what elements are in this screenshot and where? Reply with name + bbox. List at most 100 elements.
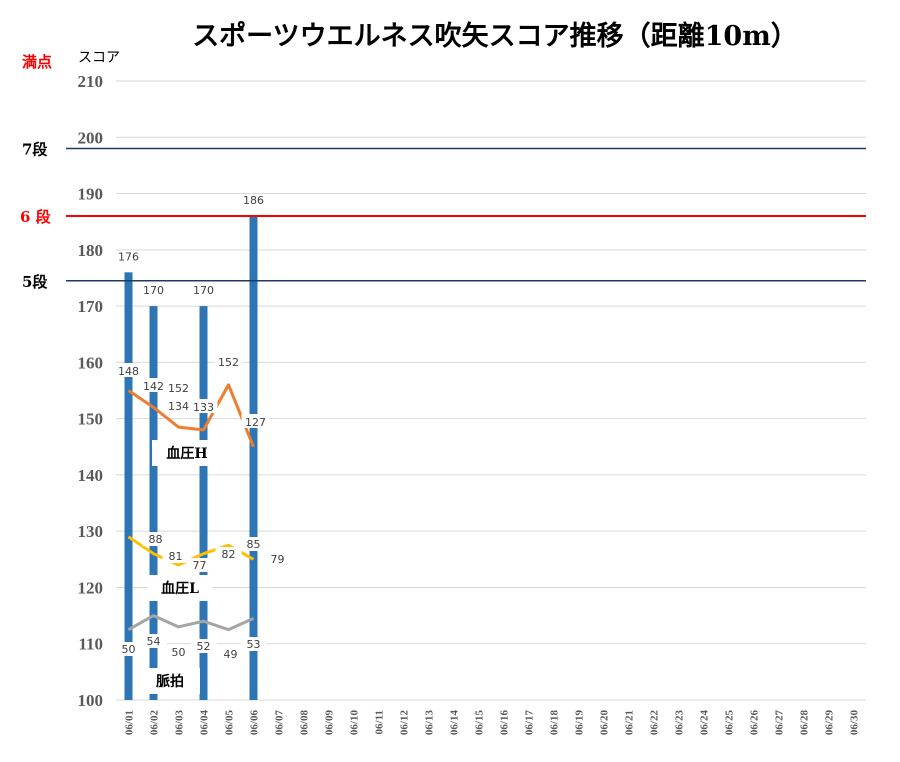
- y-tick-label: 150: [78, 410, 104, 429]
- label-bg: [165, 645, 192, 659]
- x-tick-label: 06/07: [274, 710, 286, 736]
- x-tick-label: 06/29: [824, 710, 836, 736]
- score-bar: [199, 306, 208, 700]
- label-bg: [214, 354, 243, 368]
- y-tick-label: 210: [78, 72, 104, 91]
- y-tick-label: 120: [78, 578, 104, 597]
- bp-low-data-label: 77: [193, 559, 207, 572]
- label-bg: [241, 414, 270, 428]
- bp-high-data-label: 127: [245, 416, 266, 429]
- label-bg: [162, 549, 189, 563]
- y-tick-label: 180: [78, 241, 104, 260]
- x-axis-ticks: 06/01 06/02 06/03 06/04 06/05 06/06 06/07 06/08…: [124, 710, 861, 736]
- x-tick-label: 06/16: [499, 710, 511, 736]
- reference-line-label: 5段: [22, 273, 47, 291]
- y-tick-label: 190: [78, 185, 104, 204]
- label-bg: [164, 380, 193, 394]
- label-bg: [240, 637, 267, 651]
- label-bg: [189, 399, 218, 413]
- x-tick-label: 06/13: [424, 710, 436, 736]
- label-bg: [114, 363, 143, 377]
- x-tick-label: 06/01: [124, 710, 136, 735]
- x-tick-label: 06/10: [349, 710, 361, 736]
- pulse-data-label: 49: [224, 648, 238, 661]
- x-tick-label: 06/08: [299, 710, 311, 736]
- y-tick-label: 170: [78, 297, 104, 316]
- bar-series: [124, 216, 258, 700]
- bar-data-label: 186: [243, 194, 264, 207]
- data-labels: 176 170 170 186 148 142 152 133 152 127 134 88 81 77 8…: [114, 194, 291, 694]
- x-tick-label: 06/25: [724, 710, 736, 736]
- bp-high-data-label: 142: [143, 380, 164, 393]
- score-bar: [149, 306, 158, 700]
- pulse-data-label: 54: [147, 635, 161, 648]
- y-axis-ticks: 100 110 120 130 140 150 160 170 180 190 200 210: [78, 72, 104, 710]
- bp-low-data-label: 81: [169, 550, 183, 563]
- line-血圧H: [127, 383, 255, 448]
- y-tick-label: 160: [78, 353, 104, 372]
- label-bg: [139, 378, 168, 392]
- x-tick-label: 06/20: [599, 710, 611, 736]
- x-tick-label: 06/19: [574, 710, 586, 736]
- y-tick-label: 100: [78, 691, 104, 710]
- x-tick-label: 06/17: [524, 710, 536, 736]
- bp-low-data-label: 82: [222, 548, 236, 561]
- series-name-label: 血圧H: [166, 445, 207, 462]
- pulse-data-label: 50: [172, 646, 186, 659]
- x-tick-label: 06/09: [324, 710, 336, 736]
- x-tick-label: 06/23: [674, 710, 686, 736]
- label-bg: [240, 537, 267, 551]
- chart-title: スポーツウエルネス吹矢スコア推移（距離10m）: [192, 20, 798, 52]
- label-bg: [140, 634, 167, 648]
- score-bar: [249, 216, 258, 700]
- label-bg: [217, 647, 244, 661]
- series-name-label: 血圧L: [161, 580, 199, 597]
- label-bg: [215, 547, 242, 561]
- pulse-data-label: 53: [247, 638, 261, 651]
- line-脈拍: [127, 614, 255, 632]
- bar-data-label: 170: [143, 284, 164, 297]
- max-score-label: 満点: [22, 53, 52, 71]
- label-bg: [264, 552, 291, 566]
- reference-line-label: 7段: [22, 141, 47, 159]
- pulse-data-label: 52: [197, 640, 211, 653]
- y-tick-label: 200: [78, 128, 104, 147]
- label-bg: [190, 639, 217, 653]
- pulse-data-label: 50: [122, 643, 136, 656]
- series-name-label: 脈拍: [156, 673, 184, 690]
- y-tick-label: 140: [78, 466, 104, 485]
- label-bg: [142, 532, 169, 546]
- x-tick-label: 06/02: [149, 710, 161, 736]
- y-tick-label: 130: [78, 522, 104, 541]
- label-bg: [164, 398, 193, 412]
- bp-high-data-label: 134: [168, 400, 189, 413]
- y-tick-label: 110: [78, 635, 103, 654]
- bp-high-data-label: 152: [168, 382, 189, 395]
- series-label-box: [140, 668, 200, 694]
- x-tick-label: 06/26: [749, 710, 761, 736]
- bp-high-data-label: 152: [218, 356, 239, 369]
- x-tick-label: 06/18: [549, 710, 561, 736]
- bar-data-label: 170: [193, 284, 214, 297]
- x-tick-label: 06/30: [849, 710, 861, 736]
- x-tick-label: 06/03: [174, 710, 186, 736]
- x-tick-label: 06/22: [649, 710, 661, 736]
- label-bg: [115, 642, 142, 656]
- reference-line-label: 6 段: [20, 208, 51, 226]
- x-tick-label: 06/27: [774, 710, 786, 736]
- x-tick-label: 06/21: [624, 710, 636, 735]
- series-label-box: [148, 575, 212, 601]
- x-tick-label: 06/14: [449, 710, 461, 736]
- x-tick-label: 06/15: [474, 710, 486, 736]
- x-tick-label: 06/06: [249, 710, 261, 736]
- x-tick-label: 06/12: [399, 710, 411, 736]
- bp-high-data-label: 148: [118, 365, 139, 378]
- x-tick-label: 06/11: [374, 710, 386, 734]
- bar-data-label: 176: [118, 250, 139, 263]
- x-tick-label: 06/24: [699, 710, 711, 736]
- bp-low-data-label: 88: [149, 533, 163, 546]
- reference-lines: 7段 6 段 5段: [20, 141, 866, 291]
- bp-low-data-label: 79: [271, 553, 285, 566]
- score-bar: [124, 272, 133, 700]
